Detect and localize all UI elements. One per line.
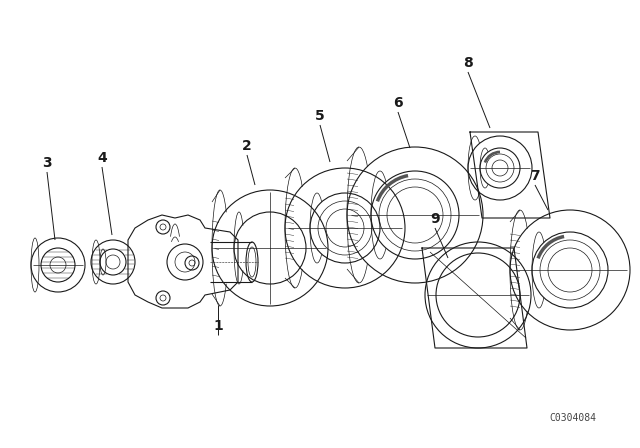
Text: 4: 4 [97, 151, 107, 165]
Text: 1: 1 [213, 319, 223, 333]
Text: 6: 6 [393, 96, 403, 110]
Text: 8: 8 [463, 56, 473, 70]
Text: 2: 2 [242, 139, 252, 153]
Text: 3: 3 [42, 156, 52, 170]
Text: 7: 7 [530, 169, 540, 183]
Text: C0304084: C0304084 [549, 414, 596, 423]
Text: 9: 9 [430, 212, 440, 226]
Text: 5: 5 [315, 109, 325, 123]
